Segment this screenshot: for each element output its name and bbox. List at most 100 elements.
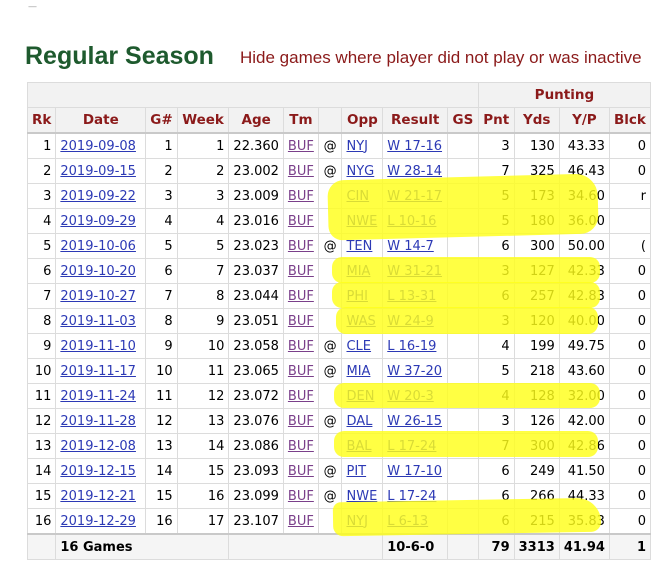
cell-opponent[interactable]: CLE [341,333,384,359]
team-link[interactable]: BUF [287,238,314,254]
cell-result[interactable]: W 31-21 [382,258,449,284]
cell-opponent[interactable]: NYJ [341,508,384,535]
cell-date[interactable]: 2019-09-15 [55,158,147,184]
cell-opponent[interactable]: NWE [341,483,384,509]
cell-result[interactable]: L 16-19 [382,333,449,359]
cell-opponent[interactable]: CIN [341,183,384,209]
cell-result[interactable]: W 26-15 [382,408,449,434]
cell-date[interactable]: 2019-12-08 [55,433,147,459]
cell-team[interactable]: BUF [282,158,319,184]
col-header-yards[interactable]: Yds [513,107,560,134]
col-header-age[interactable]: Age [228,107,284,134]
date-link[interactable]: 2019-12-15 [60,463,136,479]
result-link[interactable]: W 14-7 [387,238,434,254]
team-link[interactable]: BUF [287,138,314,154]
team-link[interactable]: BUF [287,388,314,404]
cell-team[interactable]: BUF [282,358,319,384]
date-link[interactable]: 2019-12-29 [60,513,136,529]
col-header-week[interactable]: Week [176,107,230,134]
team-link[interactable]: BUF [287,438,314,454]
cell-date[interactable]: 2019-11-17 [55,358,147,384]
cell-team[interactable]: BUF [282,258,319,284]
cell-team[interactable]: BUF [282,508,319,535]
team-link[interactable]: BUF [287,163,314,179]
date-link[interactable]: 2019-11-24 [60,388,136,404]
hide-inactive-link[interactable]: Hide games where player did not play or … [240,48,642,67]
date-link[interactable]: 2019-12-21 [60,488,136,504]
team-link[interactable]: BUF [287,363,314,379]
team-link[interactable]: BUF [287,288,314,304]
result-link[interactable]: W 31-21 [387,263,443,279]
cell-team[interactable]: BUF [282,233,319,259]
cell-result[interactable]: W 37-20 [382,358,449,384]
cell-result[interactable]: W 20-3 [382,383,449,409]
cell-result[interactable]: W 28-14 [382,158,449,184]
cell-date[interactable]: 2019-10-20 [55,258,147,284]
cell-date[interactable]: 2019-11-10 [55,333,147,359]
opponent-link[interactable]: BAL [346,438,372,454]
cell-team[interactable]: BUF [282,483,319,509]
result-link[interactable]: W 26-15 [387,413,443,429]
cell-date[interactable]: 2019-11-03 [55,308,147,334]
cell-opponent[interactable]: MIA [341,358,384,384]
col-header-yards-per-punt[interactable]: Y/P [558,107,610,134]
cell-result[interactable]: L 17-24 [382,433,449,459]
col-header-result[interactable]: Result [382,107,449,134]
result-link[interactable]: W 28-14 [387,163,443,179]
cell-opponent[interactable]: PIT [341,458,384,484]
opponent-link[interactable]: TEN [346,238,373,254]
cell-team[interactable]: BUF [282,283,319,309]
cell-result[interactable]: L 6-13 [382,508,449,535]
opponent-link[interactable]: NYJ [346,138,368,154]
cell-opponent[interactable]: BAL [341,433,384,459]
opponent-link[interactable]: NYG [346,163,375,179]
team-link[interactable]: BUF [287,463,314,479]
cell-date[interactable]: 2019-12-29 [55,508,147,535]
opponent-link[interactable]: DAL [346,413,373,429]
result-link[interactable]: W 17-16 [387,138,443,154]
cell-result[interactable]: W 14-7 [382,233,449,259]
result-link[interactable]: L 17-24 [387,438,437,454]
cell-date[interactable]: 2019-09-22 [55,183,147,209]
result-link[interactable]: W 17-10 [387,463,443,479]
cell-opponent[interactable]: NYG [341,158,384,184]
date-link[interactable]: 2019-11-10 [60,338,136,354]
team-link[interactable]: BUF [287,488,314,504]
cell-result[interactable]: W 17-10 [382,458,449,484]
cell-team[interactable]: BUF [282,183,319,209]
result-link[interactable]: L 13-31 [387,288,437,304]
col-header-games-started[interactable]: GS [447,107,479,134]
col-header-rk[interactable]: Rk [26,107,57,134]
date-link[interactable]: 2019-10-20 [60,263,136,279]
cell-date[interactable]: 2019-11-28 [55,408,147,434]
cell-opponent[interactable]: MIA [341,258,384,284]
result-link[interactable]: W 24-9 [387,313,434,329]
opponent-link[interactable]: PIT [346,463,367,479]
result-link[interactable]: L 17-24 [387,488,437,504]
date-link[interactable]: 2019-11-28 [60,413,136,429]
cell-team[interactable]: BUF [282,433,319,459]
opponent-link[interactable]: NYJ [346,513,368,529]
date-link[interactable]: 2019-09-15 [60,163,136,179]
opponent-link[interactable]: WAS [346,313,376,329]
cell-date[interactable]: 2019-10-27 [55,283,147,309]
cell-opponent[interactable]: PHI [341,283,384,309]
cell-opponent[interactable]: WAS [341,308,384,334]
cell-team[interactable]: BUF [282,458,319,484]
cell-team[interactable]: BUF [282,132,319,159]
team-link[interactable]: BUF [287,213,314,229]
cell-result[interactable]: W 24-9 [382,308,449,334]
opponent-link[interactable]: CLE [346,338,372,354]
date-link[interactable]: 2019-12-08 [60,438,136,454]
cell-result[interactable]: W 17-16 [382,132,449,159]
result-link[interactable]: W 20-3 [387,388,434,404]
cell-team[interactable]: BUF [282,308,319,334]
cell-opponent[interactable]: NWE [341,208,384,234]
cell-date[interactable]: 2019-09-29 [55,208,147,234]
cell-team[interactable]: BUF [282,408,319,434]
team-link[interactable]: BUF [287,263,314,279]
cell-team[interactable]: BUF [282,383,319,409]
team-link[interactable]: BUF [287,513,314,529]
cell-opponent[interactable]: DEN [341,383,384,409]
cell-date[interactable]: 2019-11-24 [55,383,147,409]
